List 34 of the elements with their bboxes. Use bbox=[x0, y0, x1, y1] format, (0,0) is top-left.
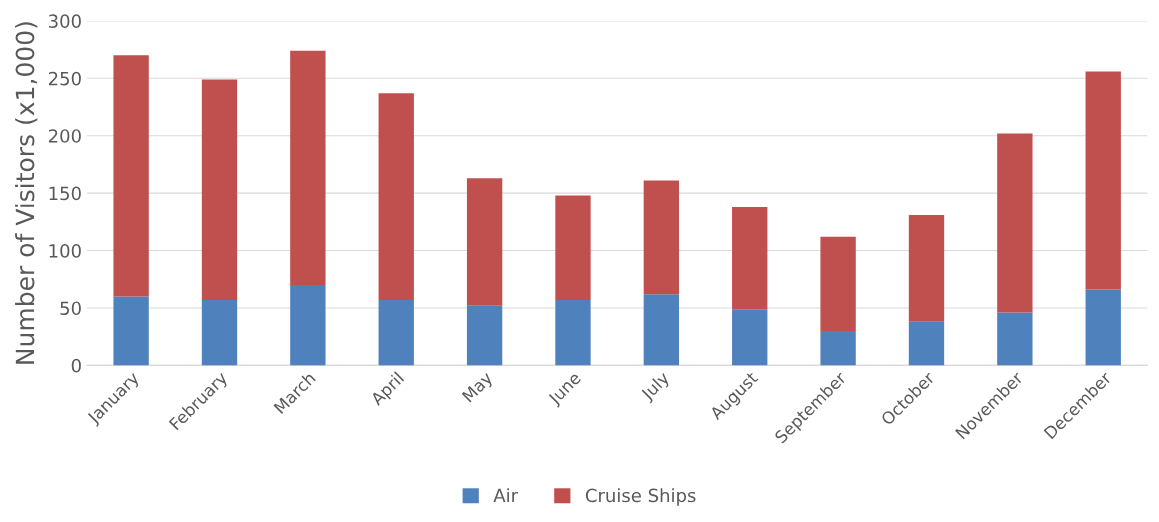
bar bbox=[908, 214, 945, 322]
bar bbox=[290, 285, 326, 366]
bar bbox=[113, 55, 149, 297]
bar bbox=[555, 195, 591, 300]
y-tick-label: 300 bbox=[48, 14, 81, 28]
bar bbox=[732, 206, 768, 310]
bar bbox=[643, 294, 680, 366]
bar bbox=[378, 93, 414, 300]
bar bbox=[555, 299, 591, 366]
bar bbox=[997, 133, 1033, 313]
bar bbox=[113, 296, 149, 366]
y-tick-label: 200 bbox=[48, 129, 81, 143]
legend-label: Air bbox=[493, 488, 519, 502]
bar bbox=[201, 79, 238, 300]
legend-label: Cruise Ships bbox=[585, 488, 696, 506]
bar bbox=[643, 180, 680, 295]
bar bbox=[466, 178, 503, 306]
y-tick-label: 100 bbox=[49, 244, 81, 258]
bar bbox=[290, 50, 326, 286]
bar bbox=[201, 299, 238, 366]
bar bbox=[820, 330, 856, 366]
y-tick-label: 150 bbox=[49, 186, 81, 201]
y-tick-label: 0 bbox=[71, 358, 81, 373]
y-axis-title: Number of Visitors (x1,000) bbox=[15, 22, 38, 364]
bar bbox=[466, 305, 503, 366]
bar bbox=[820, 236, 856, 331]
bar bbox=[997, 312, 1033, 366]
bar bbox=[732, 309, 768, 366]
bar bbox=[378, 299, 414, 366]
bar bbox=[1085, 289, 1121, 366]
y-tick-label: 250 bbox=[48, 71, 81, 86]
bar bbox=[908, 321, 945, 366]
bar bbox=[1085, 71, 1121, 290]
y-tick-label: 50 bbox=[60, 301, 81, 316]
